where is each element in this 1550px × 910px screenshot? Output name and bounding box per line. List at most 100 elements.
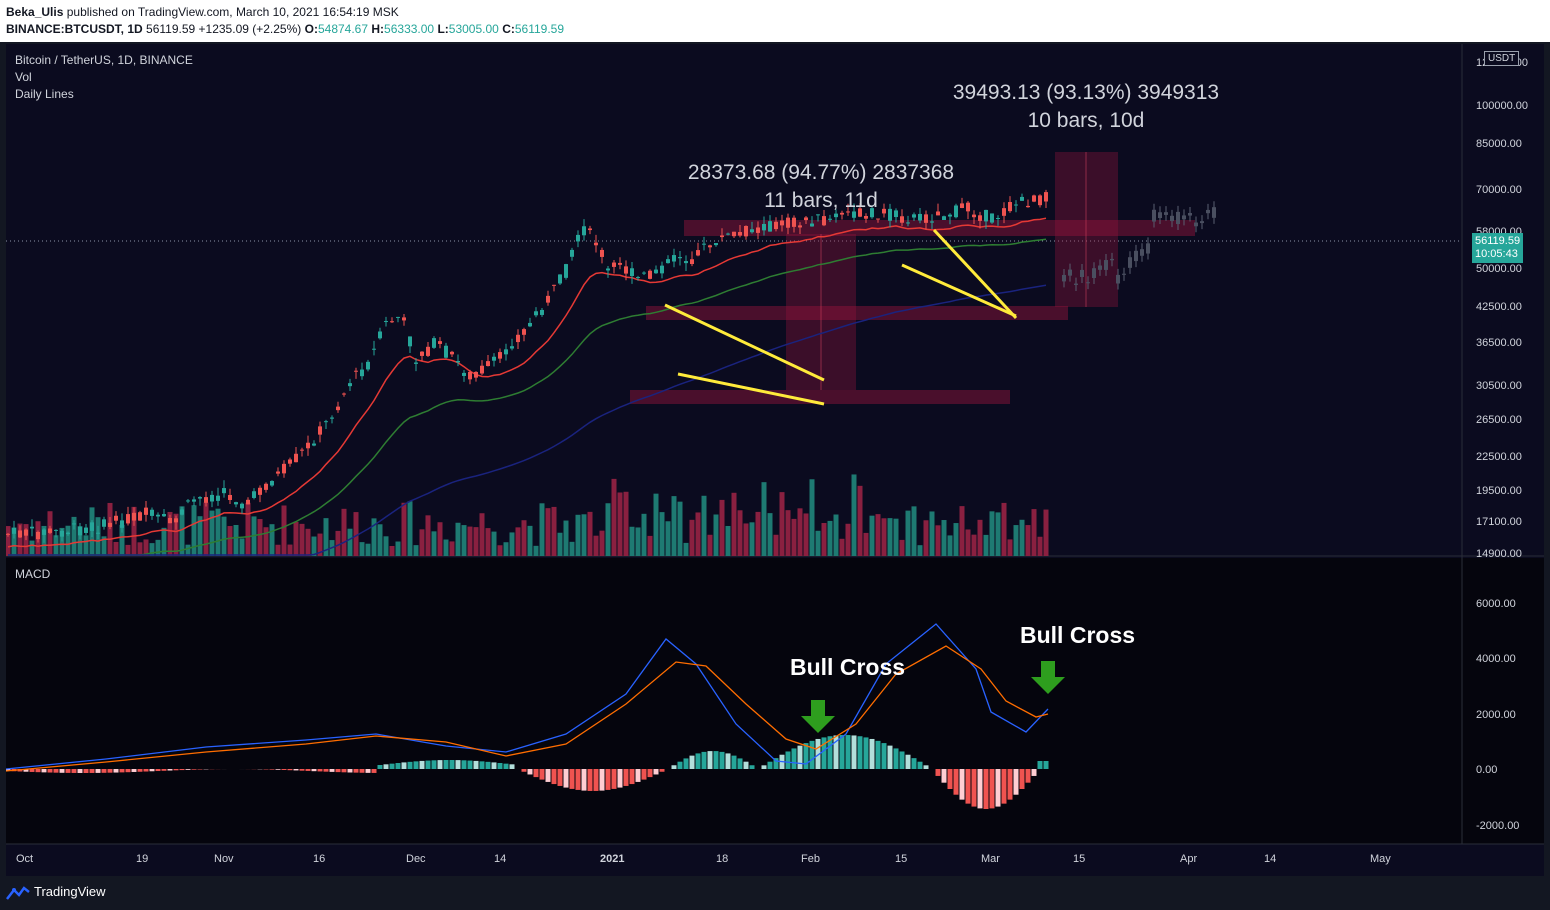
candle-body xyxy=(390,321,394,323)
volume-bar xyxy=(947,535,953,556)
daily-lines-legend[interactable]: Daily Lines xyxy=(15,87,74,101)
macd-histogram-bar xyxy=(485,761,491,769)
volume-bar xyxy=(365,543,371,556)
time-axis-label: Mar xyxy=(981,853,1000,865)
volume-bar xyxy=(863,532,869,556)
moving-averages xyxy=(7,217,1047,556)
macd-histogram-bar xyxy=(695,753,701,769)
macd-histogram-bar xyxy=(845,735,851,769)
volume-bar xyxy=(1013,525,1019,556)
macd-histogram-bar xyxy=(149,769,155,772)
macd-histogram-bar xyxy=(875,740,881,769)
macd-histogram-bar xyxy=(629,769,635,785)
support-resistance-zone xyxy=(630,390,1010,404)
volume-bar xyxy=(257,519,263,556)
macd-histogram-bar xyxy=(311,769,317,772)
projected-candle-body xyxy=(1116,274,1120,284)
candle-body xyxy=(1032,195,1036,202)
macd-histogram-bar xyxy=(899,751,905,769)
chart-canvas[interactable]: 120000.00100000.0085000.0070000.0058000.… xyxy=(6,44,1544,876)
projected-candle-body xyxy=(1146,243,1150,254)
axes: 120000.00100000.0085000.0070000.0058000.… xyxy=(16,57,1528,865)
candle-body xyxy=(18,530,22,538)
macd-histogram-bar xyxy=(1019,769,1025,789)
candle-body xyxy=(246,499,250,505)
trendlines[interactable] xyxy=(664,228,1018,406)
candle-body xyxy=(12,527,16,534)
macd-histogram-bar xyxy=(287,769,293,771)
volume-legend[interactable]: Vol xyxy=(15,70,32,84)
measure-1-value: 28373.68 (94.77%) 2837368 xyxy=(687,161,955,184)
tradingview-brand[interactable]: TradingView xyxy=(34,884,106,899)
candle-body xyxy=(750,229,754,233)
volume-bar xyxy=(731,492,737,556)
candle-body xyxy=(1008,202,1012,212)
volume-bar xyxy=(269,524,275,556)
volume-bar xyxy=(719,499,725,556)
volume-bar xyxy=(635,527,641,556)
candle-body xyxy=(516,334,520,343)
macd-histogram-bar xyxy=(1025,769,1031,783)
support-resistance-zone xyxy=(684,220,1195,236)
candle-body xyxy=(786,217,790,228)
volume-bar xyxy=(701,495,707,556)
volume-bar xyxy=(227,526,233,556)
candle-body xyxy=(966,202,970,212)
projected-candle-body xyxy=(1092,268,1096,278)
macd-histogram-bar xyxy=(761,765,767,769)
candle-body xyxy=(912,214,916,218)
macd-histogram-bar xyxy=(989,769,995,809)
macd-histogram-bar xyxy=(557,769,563,786)
candle-body xyxy=(738,232,742,236)
ohlc-line: BINANCE:BTCUSDT, 1D 56119.59 +1235.09 (+… xyxy=(6,22,564,36)
candle-body xyxy=(990,213,994,223)
volume-bar xyxy=(965,529,971,556)
candle-body xyxy=(66,532,70,535)
candle-body xyxy=(612,262,616,267)
macd-histogram-bar xyxy=(131,769,137,772)
candle-body xyxy=(534,311,538,316)
macd-histogram-bar xyxy=(389,763,395,769)
candle-body xyxy=(690,259,694,265)
volume-bar xyxy=(215,508,221,556)
candle-body xyxy=(168,518,172,524)
volume-bar xyxy=(773,534,779,556)
volume-bar xyxy=(485,528,491,556)
time-axis-label: 2021 xyxy=(600,853,624,865)
candle-body xyxy=(942,216,946,220)
time-axis-label: Dec xyxy=(406,853,426,865)
volume-bar xyxy=(353,512,359,556)
macd-histogram-bar xyxy=(533,769,539,778)
macd-histogram-bar xyxy=(365,769,371,773)
low-key: L: xyxy=(437,22,449,36)
macd-histogram-bar xyxy=(887,745,893,769)
time-axis-label: 15 xyxy=(895,853,907,865)
candle-body xyxy=(210,494,214,502)
chart-area[interactable]: 120000.00100000.0085000.0070000.0058000.… xyxy=(6,44,1544,876)
volume-bar xyxy=(647,535,653,556)
candle-body xyxy=(444,345,448,358)
volume-bar xyxy=(629,526,635,556)
candle-body xyxy=(870,208,874,218)
candle-body xyxy=(204,497,208,503)
volume-bar xyxy=(449,541,455,556)
candle-body xyxy=(342,393,346,395)
macd-histogram-bar xyxy=(281,769,287,770)
macd-histogram-bar xyxy=(545,769,551,782)
price-axis-label: 19500.00 xyxy=(1476,485,1522,497)
macd-legend[interactable]: MACD xyxy=(15,567,51,581)
macd-histogram-bar xyxy=(491,762,497,769)
volume-bar xyxy=(929,511,935,556)
measure-2-value: 39493.13 (93.13%) 3949313 xyxy=(952,81,1220,104)
currency-selector[interactable]: USDT xyxy=(1484,51,1520,66)
macd-histogram-bar xyxy=(383,764,389,769)
macd-histogram-bar xyxy=(29,769,35,772)
macd-histogram-bar xyxy=(815,738,821,769)
volume-bar xyxy=(317,533,323,556)
volume-bar xyxy=(785,510,791,556)
candle-body xyxy=(126,514,130,524)
author-name[interactable]: Beka_Ulis xyxy=(6,5,64,19)
ema-line xyxy=(8,238,1047,556)
volume-bar xyxy=(899,539,905,556)
symbol-legend[interactable]: Bitcoin / TetherUS, 1D, BINANCE xyxy=(15,53,193,67)
